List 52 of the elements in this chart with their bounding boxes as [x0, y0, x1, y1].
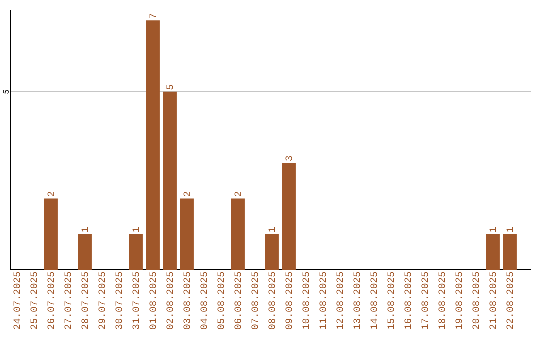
x-tick-label: 07.08.2025 [252, 272, 258, 330]
bar [282, 163, 296, 270]
data-label: 2 [48, 192, 54, 196]
bar [486, 234, 500, 270]
x-tick-label: 20.08.2025 [472, 272, 480, 330]
x-tick-label: 30.07.2025 [116, 272, 122, 330]
x-tick-label: 08.08.2025 [268, 272, 276, 330]
bar [163, 92, 177, 270]
bar [180, 198, 194, 270]
data-label: 7 [150, 14, 156, 18]
x-tick-label: 22.08.2025 [506, 272, 514, 330]
x-tick-label: 28.07.2025 [82, 272, 88, 330]
data-label: 1 [490, 227, 496, 232]
x-tick-label: 21.08.2025 [490, 272, 496, 330]
data-label: 1 [132, 227, 140, 232]
bar [265, 234, 279, 270]
data-label: 2 [234, 192, 242, 196]
x-tick-label: 24.07.2025 [14, 272, 20, 330]
bar [503, 234, 517, 270]
x-tick-label: 31.07.2025 [132, 272, 140, 330]
x-tick-label: 27.07.2025 [64, 272, 72, 330]
data-label: 3 [286, 156, 292, 161]
x-tick-label: 06.08.2025 [234, 272, 242, 330]
data-label: 1 [82, 227, 88, 232]
x-tick-label: 25.07.2025 [30, 272, 38, 330]
x-tick-label: 29.07.2025 [98, 272, 106, 330]
data-label: 1 [268, 227, 276, 232]
x-tick-label: 02.08.2025 [166, 272, 174, 330]
x-tick-label: 14.08.2025 [370, 272, 378, 330]
x-tick-label: 19.08.2025 [456, 272, 462, 330]
x-tick-label: 09.08.2025 [286, 272, 292, 330]
x-tick-label: 12.08.2025 [336, 272, 344, 330]
bar [44, 198, 58, 270]
data-label: 1 [506, 227, 514, 232]
x-tick-label: 16.08.2025 [404, 272, 412, 330]
x-tick-label: 18.08.2025 [438, 272, 446, 330]
bar [78, 234, 92, 270]
x-tick-label: 26.07.2025 [48, 272, 54, 330]
x-tick-label: 05.08.2025 [218, 272, 224, 330]
bar [129, 234, 143, 270]
bar [146, 20, 160, 270]
x-tick-label: 04.08.2025 [200, 272, 208, 330]
x-tick-label: 10.08.2025 [302, 272, 310, 330]
x-tick-label: 11.08.2025 [320, 272, 326, 330]
x-tick-label: 01.08.2025 [150, 272, 156, 330]
x-tick-label: 17.08.2025 [422, 272, 428, 330]
data-label: 5 [166, 85, 174, 90]
x-tick-label: 13.08.2025 [354, 272, 360, 330]
data-label: 2 [184, 192, 190, 196]
x-tick-label: 15.08.2025 [388, 272, 394, 330]
x-tick-label: 03.08.2025 [184, 272, 190, 330]
bar [231, 198, 245, 270]
